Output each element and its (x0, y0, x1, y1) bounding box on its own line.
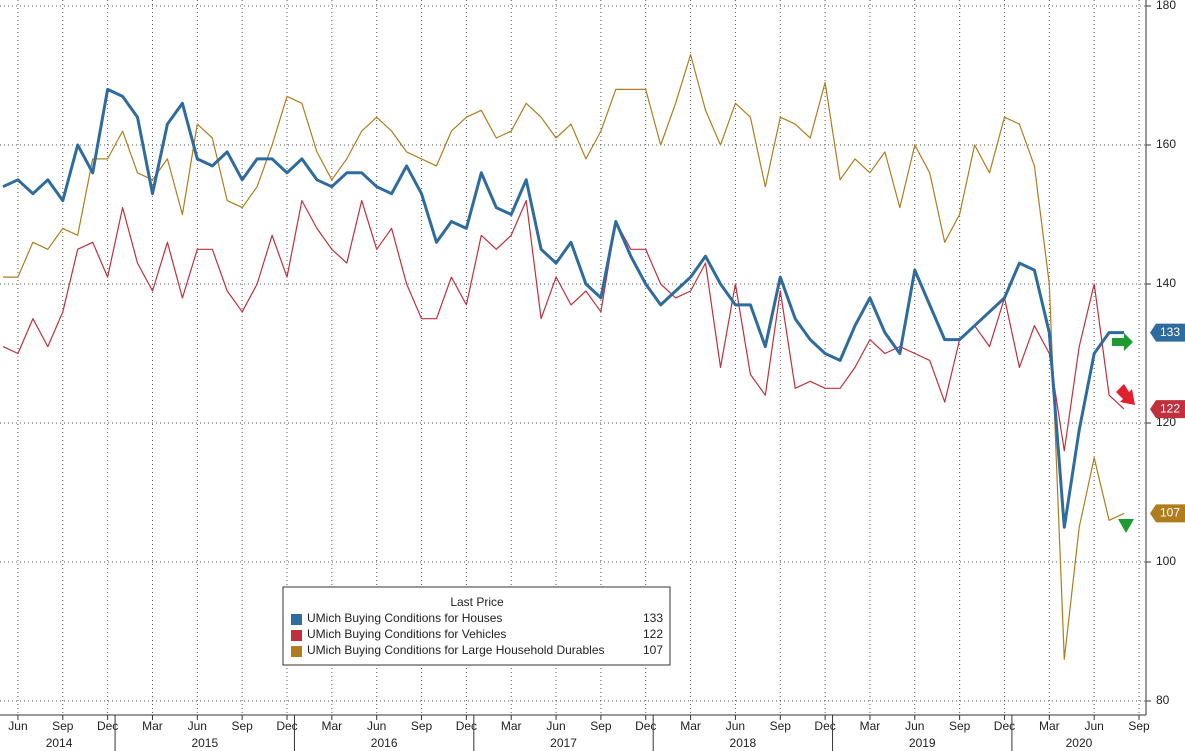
x-tick-label: Jun (726, 719, 745, 733)
grid (0, 0, 1146, 715)
x-tick-label: Jun (546, 719, 565, 733)
x-tick-label: Sep (770, 719, 792, 733)
last-value-label: 107 (1160, 506, 1180, 520)
x-tick-label: Jun (905, 719, 924, 733)
x-tick-label: Dec (276, 719, 297, 733)
arrow-down-right (1116, 384, 1135, 405)
legend-swatch (291, 646, 302, 657)
lines (2, 53, 1125, 660)
legend-box (282, 586, 671, 666)
legend: Last Price UMich Buying Conditions for H… (282, 586, 671, 666)
x-tick-label: Dec (635, 719, 656, 733)
x-tick-label: Mar (322, 719, 343, 733)
x-tick-label: Mar (1039, 719, 1060, 733)
x-tick-label: Sep (949, 719, 971, 733)
legend-swatch (291, 630, 302, 641)
x-tick-label: Jun (367, 719, 386, 733)
x-tick-label: Mar (680, 719, 701, 733)
legend-title: Last Price (450, 595, 504, 609)
year-label: 2016 (371, 736, 398, 750)
x-tick-label: Sep (231, 719, 253, 733)
x-tick-label: Dec (456, 719, 477, 733)
x-tick-label: Mar (142, 719, 163, 733)
y-tick-label: 120 (1156, 415, 1176, 429)
series-line (3, 53, 1125, 660)
x-tick-label: Dec (994, 719, 1015, 733)
x-tick-label: Jun (188, 719, 207, 733)
year-label: 2018 (730, 736, 757, 750)
last-value-label: 133 (1160, 325, 1180, 339)
legend-value: 133 (643, 611, 663, 625)
x-tick-label: Sep (590, 719, 612, 733)
x-tick-label: Sep (1128, 719, 1150, 733)
y-tick-label: 100 (1156, 554, 1176, 568)
series-line (2, 200, 1125, 452)
year-label: 2019 (909, 736, 936, 750)
x-tick-label: Jun (8, 719, 27, 733)
y-tick-label: 180 (1156, 0, 1176, 12)
legend-value: 107 (643, 643, 663, 657)
legend-swatch (291, 614, 302, 625)
y-tick-label: 160 (1156, 137, 1176, 151)
last-value-label: 122 (1160, 401, 1180, 415)
last-value-tag (1150, 504, 1185, 523)
x-tick-label: Dec (814, 719, 835, 733)
series-line (2, 87, 1125, 529)
year-label: 2015 (191, 736, 218, 750)
last-value-tag (1150, 323, 1185, 342)
x-tick-label: Sep (411, 719, 433, 733)
last-value-tag (1150, 400, 1185, 419)
x-tick-label: Dec (97, 719, 118, 733)
x-tick-label: Mar (860, 719, 881, 733)
x-tick-label: Sep (52, 719, 74, 733)
legend-value: 122 (643, 627, 663, 641)
legend-label: UMich Buying Conditions for Vehicles (307, 627, 506, 641)
axes: 80 100 120 140 160 180 Jun Sep Dec Mar Jun Sep Dec Ma… (8, 0, 1185, 751)
y-tick-label: 140 (1156, 276, 1176, 290)
arrow-down (1118, 519, 1134, 533)
legend-label: UMich Buying Conditions for Large Househ… (307, 643, 605, 657)
year-label: 2017 (550, 736, 577, 750)
y-tick-label: 80 (1156, 693, 1170, 707)
arrow-up-right (1112, 333, 1133, 351)
x-tick-label: Mar (501, 719, 522, 733)
year-label: 2014 (46, 736, 73, 750)
year-label: 2020 (1066, 736, 1093, 750)
legend-label: UMich Buying Conditions for Houses (307, 611, 502, 625)
x-tick-label: Jun (1084, 719, 1103, 733)
